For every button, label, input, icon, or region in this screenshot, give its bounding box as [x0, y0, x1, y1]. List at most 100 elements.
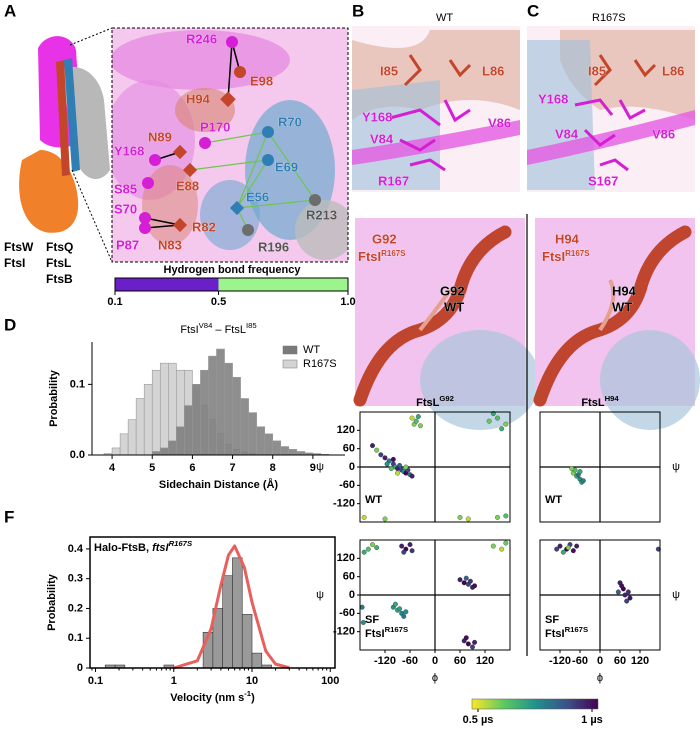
residue-label: H94 [186, 91, 211, 106]
legend-label: FtsL [46, 256, 71, 270]
plot-label: SF [545, 614, 559, 626]
residue-label: Y168 [114, 143, 144, 158]
y-tick-label: -120 [333, 498, 355, 510]
data-point [465, 641, 471, 647]
data-point [580, 478, 586, 484]
residue-label: N83 [158, 237, 182, 252]
x-tick-label: 120 [476, 655, 494, 667]
histogram-bar [119, 433, 129, 456]
x-tick-label: 9 [310, 462, 316, 474]
data-point [495, 415, 500, 421]
plot-frame [539, 411, 661, 523]
y-tick-label: 0 [349, 589, 355, 601]
data-point [384, 461, 390, 467]
x-tick-label: 60 [454, 655, 466, 667]
x-tick-label: 0 [597, 655, 603, 667]
data-point [370, 542, 375, 548]
histogram-bar [256, 426, 265, 456]
residue-label: R196 [258, 239, 289, 254]
x-axis-label: Sidechain Distance (Å) [159, 478, 279, 491]
superscript: -1 [244, 689, 252, 698]
legend-label: FtsI [4, 256, 25, 270]
x-axis-label: Velocity (nm s-1) [170, 689, 255, 704]
data-point [397, 463, 403, 468]
y-tick-label: 0 [77, 662, 83, 674]
text-part: FtsI [365, 628, 385, 640]
histogram-bar [200, 369, 209, 456]
text-part: Halo-FtsB, [94, 542, 152, 554]
colorbar-segment [115, 278, 219, 291]
superscript: H94 [605, 394, 620, 403]
data-point [625, 589, 631, 595]
colorbar-tick-label: 1.0 [340, 296, 355, 308]
superscript: R167S [169, 539, 193, 548]
y-tick-label: 60 [343, 443, 355, 455]
legend-swatch [282, 359, 298, 369]
x-tick-label: 100 [321, 675, 339, 687]
data-point [397, 606, 403, 612]
legend-label: FtsW [4, 240, 34, 254]
histogram-bar [184, 405, 193, 456]
residue-label: L86 [662, 63, 684, 78]
plot-label: FtsIR167S [365, 625, 408, 640]
x-tick-label: -60 [402, 655, 418, 667]
data-point [360, 620, 366, 625]
residue-label: V84 [555, 126, 579, 141]
panel-title: WT [436, 12, 453, 24]
data-point [374, 447, 380, 453]
histogram-bar [222, 575, 233, 669]
residue-label: V86 [652, 126, 675, 141]
text-part: FtsI [542, 249, 565, 264]
data-point [490, 543, 496, 549]
x-tick-label: 0 [432, 655, 438, 667]
text-part: – FtsL [212, 324, 246, 336]
colorbar-tick-label: 1 µs [581, 714, 603, 726]
x-tick-label: 7 [229, 462, 235, 474]
histogram-bar [296, 451, 306, 456]
data-point [461, 580, 467, 586]
residue-label: I85 [380, 63, 398, 78]
x-tick-label: -120 [549, 655, 571, 667]
y-tick-label: -60 [339, 479, 355, 491]
text-part: FtsL [581, 397, 605, 409]
panel-letter: F [4, 507, 14, 526]
x-tick-label: 5 [149, 462, 155, 474]
x-tick-label: -120 [374, 655, 396, 667]
plot-label: SF [365, 614, 379, 626]
histogram-bar [208, 355, 217, 456]
histogram-bar [224, 362, 233, 456]
plot-label: WT [365, 494, 382, 506]
legend-label: WT [303, 344, 320, 356]
data-point [382, 516, 388, 522]
data-point [574, 543, 580, 549]
residue-label: L86 [482, 63, 504, 78]
data-point [503, 540, 509, 546]
colorbar-title: Hydrogen bond frequency [164, 264, 302, 276]
x-axis-label: ϕ [432, 672, 438, 684]
data-point [390, 456, 396, 462]
data-point [472, 583, 478, 589]
histogram-bar [192, 384, 201, 456]
y-axis-label: ψ [316, 589, 324, 601]
histogram-bar [151, 369, 161, 456]
text-part: FtsI [545, 628, 565, 640]
data-point [486, 418, 492, 424]
y-axis-label: ψ [672, 461, 680, 473]
chart-title: FtsIV84 – FtsLI85 [180, 321, 256, 336]
histogram-bar [143, 384, 153, 456]
annotation: Halo-FtsB, ftsIR167S [94, 539, 193, 554]
structure-label: WT [444, 299, 464, 314]
structure-wt [352, 26, 520, 192]
x-axis-label: ϕ [597, 672, 603, 684]
colorbar-tick-label: 0.1 [107, 296, 122, 308]
x-tick-label: 10 [246, 675, 258, 687]
histogram-bar [135, 398, 145, 456]
x-tick-label: 0.1 [88, 675, 103, 687]
fit-curve [173, 544, 290, 670]
structure-label: FtsIR167S [358, 249, 406, 265]
y-axis-label: ψ [316, 461, 324, 473]
structure-label: H94 [612, 283, 637, 298]
residue-label: V84 [370, 131, 394, 146]
y-axis-label: ψ [672, 589, 680, 601]
panel-letter: A [4, 1, 16, 20]
